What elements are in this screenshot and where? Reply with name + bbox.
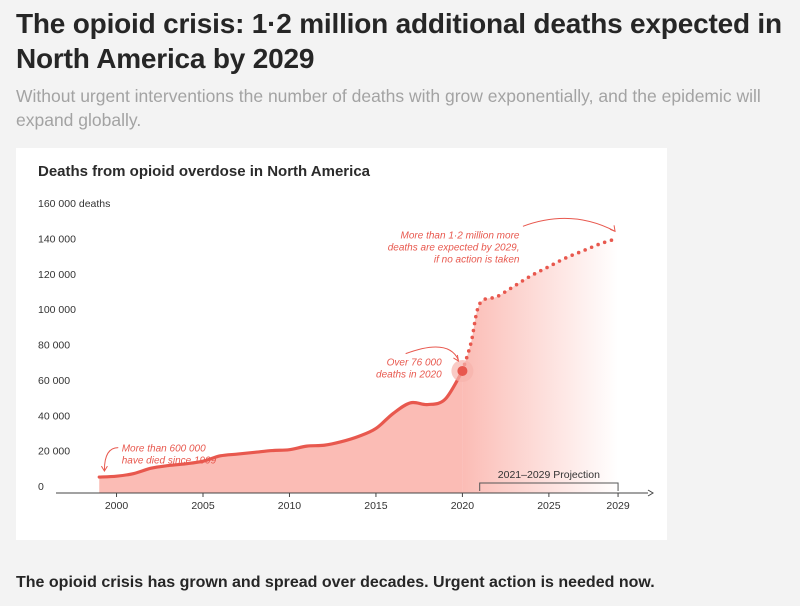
annotation-arrow-2020 (405, 346, 459, 361)
observed-area (99, 370, 463, 493)
annotation-arrow-since-1999 (103, 447, 119, 471)
opioid-deaths-chart: 2000 2005 2010 2015 2020 2025 2029 0 20 000 40 00… (38, 198, 654, 512)
x-tick-label: 2025 (537, 500, 561, 512)
annotation-2020: Over 76 000 (387, 358, 442, 369)
highlight-point (457, 365, 468, 376)
y-tick-label: 0 (38, 481, 44, 493)
observed-line (97, 369, 465, 479)
annotation-arrowhead-since-1999 (100, 465, 108, 473)
annotation-arrowhead-2020 (453, 354, 460, 362)
annotation-since-1999: More than 600 000 (122, 444, 206, 455)
annotation-since-1999: have died since 1999 (122, 456, 217, 467)
subtitle: Without urgent interventions the number … (16, 86, 761, 130)
annotation-arrow-2029 (522, 217, 616, 232)
y-tick-label: 140 000 (38, 233, 76, 245)
y-tick-label: 60 000 (38, 375, 70, 387)
x-tick-label: 2020 (451, 500, 475, 512)
footer-note: The opioid crisis has grown and spread o… (16, 574, 655, 591)
y-tick-label: 100 000 (38, 304, 76, 316)
headline: The opioid crisis: 1·2 million additiona… (16, 8, 782, 74)
x-tick-label: 2029 (606, 500, 630, 512)
annotation-2029: if no action is taken (434, 254, 520, 265)
x-tick-label: 2010 (278, 500, 302, 512)
x-tick-label: 2000 (105, 500, 129, 512)
annotation-2029: deaths are expected by 2029, (388, 242, 520, 253)
annotation-2020: deaths in 2020 (376, 370, 442, 381)
y-tick-label: 80 000 (38, 340, 70, 352)
y-tick-label: 120 000 (38, 269, 76, 281)
chart-panel: Deaths from opioid overdose in North Ame… (16, 148, 667, 540)
x-tick-label: 2005 (191, 500, 215, 512)
projection-area (462, 238, 619, 493)
chart-title: Deaths from opioid overdose in North Ame… (38, 163, 370, 180)
y-unit-label: 160 000 deaths (38, 198, 110, 210)
x-axis-arrow (647, 489, 654, 497)
projection-bracket (479, 482, 619, 491)
x-tick-label: 2015 (364, 500, 388, 512)
annotation-arrowhead-2029 (609, 225, 616, 233)
y-tick-label: 20 000 (38, 446, 70, 458)
projection-label: 2021–2029 Projection (498, 469, 600, 481)
y-tick-label: 40 000 (38, 410, 70, 422)
annotation-2029: More than 1·2 million more (401, 230, 520, 241)
